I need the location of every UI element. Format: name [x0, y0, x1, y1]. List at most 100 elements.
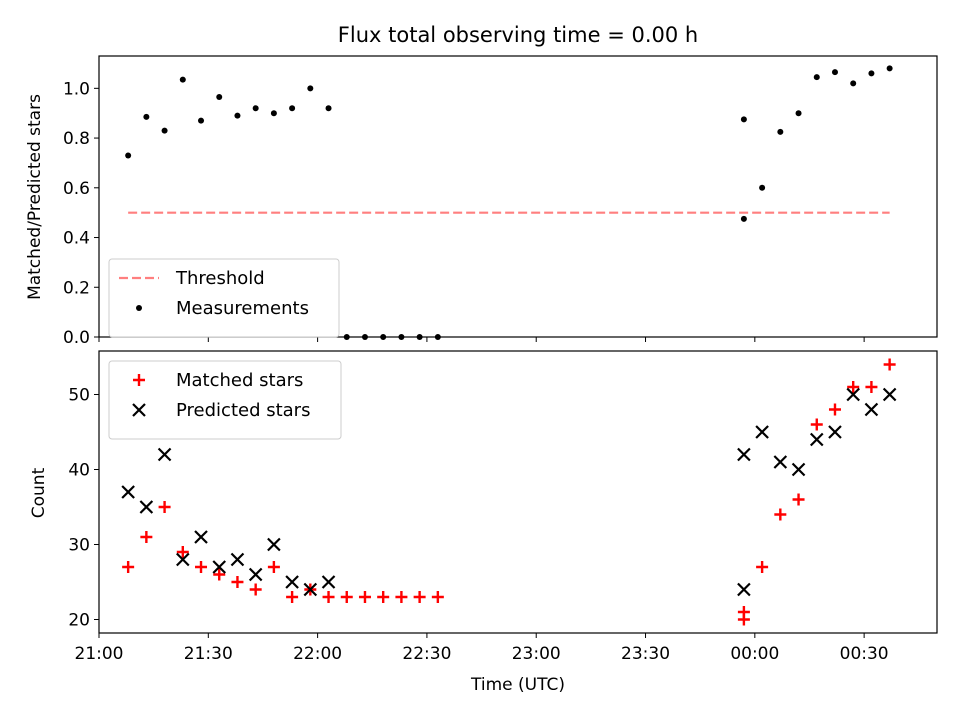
data-point [340, 591, 353, 603]
data-point [195, 561, 208, 573]
legend-box [108, 360, 342, 440]
data-point [252, 105, 259, 112]
plot-frame [98, 350, 938, 634]
data-point [198, 117, 205, 124]
data-point [285, 575, 299, 589]
data-point [176, 552, 190, 567]
data-point [122, 561, 135, 573]
data-point [740, 215, 747, 222]
legend-label: Matched stars [176, 370, 303, 391]
x-tick-label: 21:30 [184, 644, 233, 664]
data-point [143, 113, 150, 120]
data-point [179, 76, 186, 83]
data-point [882, 387, 897, 402]
data-point [289, 105, 296, 112]
data-point [809, 432, 824, 447]
data-point [395, 591, 408, 603]
x-tick-label: 00:00 [730, 644, 779, 664]
data-point [864, 402, 879, 417]
data-point [791, 462, 806, 477]
data-point [248, 567, 263, 582]
top-y-axis-label: Matched/Predicted stars [25, 94, 45, 300]
data-point [270, 110, 277, 117]
x-tick-label: 23:30 [621, 644, 670, 664]
y-tick-label: 0.4 [63, 229, 90, 249]
data-point [828, 425, 842, 439]
bottom-panel: 21:00 21:30 22:00 22:30 23:00 23:30 00:00 00:30… [68, 350, 938, 664]
data-point [737, 582, 751, 597]
legend-label: Measurements [176, 298, 309, 319]
data-point [125, 152, 132, 159]
data-point [303, 582, 318, 597]
x-tick-label: 00:30 [840, 644, 889, 664]
data-point [865, 381, 878, 393]
legend-marker [136, 305, 142, 311]
data-point [795, 110, 802, 117]
data-point [213, 568, 226, 581]
y-tick-label: 0.8 [63, 129, 90, 149]
data-point [139, 500, 154, 514]
y-tick-label: 30 [68, 536, 90, 556]
data-point [216, 94, 223, 101]
data-point [267, 537, 281, 552]
data-point [321, 575, 336, 589]
data-point [140, 531, 153, 543]
x-tick-label: 22:30 [402, 644, 451, 664]
data-point [234, 112, 241, 119]
data-point [194, 530, 208, 544]
data-point [886, 65, 893, 72]
data-point [777, 128, 784, 135]
data-point [828, 403, 841, 416]
data-point [773, 455, 788, 469]
data-point [737, 606, 750, 618]
chart-title: Flux total observing time = 0.00 h [338, 23, 698, 47]
data-point [847, 381, 860, 393]
data-point [431, 591, 444, 603]
data-point [158, 501, 171, 513]
legend-label: Predicted stars [176, 400, 310, 421]
data-point [756, 561, 769, 573]
data-point [810, 418, 823, 431]
data-point [358, 591, 371, 603]
data-point [322, 591, 335, 603]
bottom-y-axis-label: Count [29, 467, 49, 518]
data-point [307, 85, 314, 92]
legend-marker [132, 403, 146, 417]
data-point [850, 80, 857, 87]
data-point [737, 447, 751, 462]
data-point [774, 508, 787, 521]
y-tick-label: 0.6 [63, 179, 90, 199]
legend-box [108, 258, 340, 338]
data-point [161, 127, 168, 134]
data-point [755, 425, 769, 439]
data-point [267, 561, 280, 573]
data-point [230, 552, 245, 567]
y-tick-label: 1.0 [63, 79, 90, 99]
data-point [759, 184, 766, 191]
y-tick-label: 0.0 [63, 328, 90, 348]
top-panel: 0.0 0.2 0.4 0.6 0.8 1.0 Threshold Measurements [63, 55, 938, 348]
x-tick-label: 22:00 [293, 644, 342, 664]
data-point [813, 74, 820, 81]
y-tick-label: 20 [68, 611, 90, 631]
data-point [846, 387, 860, 402]
legend-marker [133, 374, 145, 386]
plot-frame [98, 55, 938, 338]
y-tick-label: 0.2 [63, 278, 90, 298]
data-point [831, 69, 838, 76]
data-point [286, 591, 299, 603]
data-point [176, 546, 189, 558]
data-point [792, 493, 805, 506]
y-tick-label: 50 [68, 386, 90, 406]
data-point [377, 591, 390, 603]
data-point [249, 583, 262, 596]
legend-label: Threshold [175, 268, 265, 289]
data-point [231, 576, 244, 588]
data-point [740, 116, 747, 123]
x-tick-label: 21:00 [75, 644, 124, 664]
y-tick-label: 40 [68, 461, 90, 481]
data-point [868, 70, 875, 77]
x-tick-label: 23:00 [512, 644, 561, 664]
x-axis-label: Time (UTC) [470, 675, 565, 695]
